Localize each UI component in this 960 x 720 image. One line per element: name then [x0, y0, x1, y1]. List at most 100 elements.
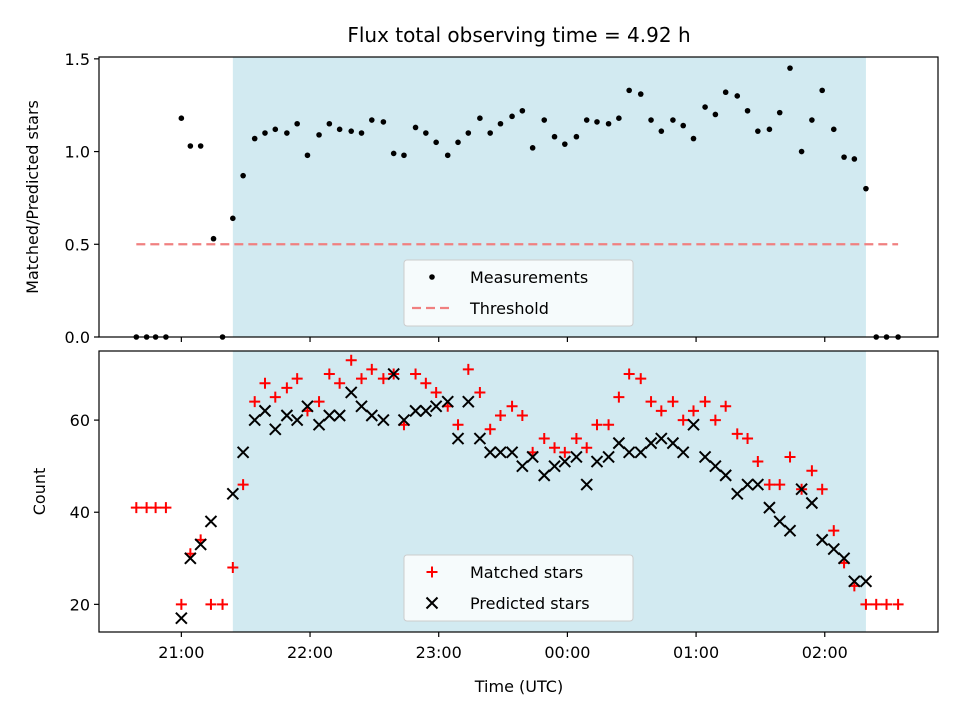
predicted-star-point [236, 446, 250, 459]
matched-star-point [334, 377, 346, 389]
measurement-point [519, 107, 526, 114]
matched-star-point [538, 433, 550, 445]
measurement-point [423, 130, 429, 136]
matched-star-point [828, 525, 840, 537]
matched-star-point [259, 377, 271, 389]
predicted-star-point [323, 409, 336, 422]
matched-star-point [892, 598, 904, 610]
predicted-star-point [570, 450, 583, 464]
measurement-point [348, 128, 355, 134]
ratio-y-tick-label: 0.5 [65, 235, 90, 254]
predicted-star-point [805, 496, 819, 510]
predicted-star-point [269, 423, 282, 436]
matched-star-point [549, 442, 561, 454]
chart-title: Flux total observing time = 4.92 h [347, 23, 690, 47]
measurement-point [766, 126, 773, 133]
predicted-star-point [194, 538, 207, 551]
matched-star-point [227, 562, 239, 574]
predicted-star-point [301, 400, 314, 413]
predicted-star-point [290, 413, 304, 427]
measurement-point [798, 148, 805, 155]
predicted-star-point [719, 469, 732, 482]
predicted-star-point [848, 575, 861, 588]
measurement-point [412, 124, 419, 131]
predicted-star-point [558, 455, 572, 468]
measurement-point [776, 109, 783, 116]
count-x-tick-label: 23:00 [416, 643, 462, 662]
measurement-point [594, 119, 600, 125]
predicted-star-point [837, 552, 851, 565]
measurement-point [316, 132, 322, 138]
measurement-point [863, 185, 869, 192]
measurement-point [304, 152, 311, 159]
measurement-point [326, 120, 333, 127]
ratio-axes-frame [98, 56, 939, 338]
measurement-point [262, 130, 268, 136]
measurement-point [465, 130, 472, 136]
matched-star-point [430, 386, 442, 398]
count-x-tick-label: 02:00 [802, 643, 848, 662]
predicted-star-point [462, 395, 475, 408]
legend-box [403, 554, 634, 622]
measurement-point [509, 113, 515, 120]
measurement-point [690, 135, 697, 142]
predicted-star-point [859, 575, 873, 588]
count-x-tick-label: 21:00 [158, 643, 204, 662]
legend-entry-label: Threshold [469, 299, 549, 318]
matched-star-point [474, 386, 486, 398]
measurement-point [658, 128, 665, 134]
matched-star-point [205, 598, 217, 610]
predicted-star-point [365, 409, 379, 422]
predicted-star-point [184, 552, 197, 565]
measurement-point [680, 122, 687, 129]
predicted-star-point [538, 469, 551, 482]
matched-star-point [870, 598, 882, 610]
matched-star-point [731, 428, 743, 440]
measurement-point [529, 145, 536, 151]
measurement-point [841, 154, 847, 160]
predicted-star-point [526, 450, 539, 464]
predicted-star-point [815, 533, 829, 547]
measurement-point [210, 235, 217, 242]
matched-star-point [570, 433, 582, 445]
legend-box [403, 259, 634, 327]
measurement-point [455, 139, 461, 146]
measurement-point [272, 126, 279, 133]
predicted-star-point [494, 446, 507, 459]
matched-star-point [667, 396, 679, 408]
predicted-star-point [258, 404, 272, 418]
measurement-point [240, 172, 246, 179]
measurement-point [744, 107, 751, 114]
predicted-star-point [312, 418, 326, 431]
count-panel: 20 40 60 21:00 22:00 23:00 00:00 01:00 02:00 Coun… [30, 350, 939, 662]
predicted-star-point [612, 436, 626, 450]
legend-entry-label: Measurements [470, 268, 588, 287]
predicted-star-point [634, 446, 647, 459]
predicted-star-point [709, 459, 722, 473]
matched-star-point [613, 391, 625, 403]
matched-star-point [688, 405, 700, 417]
measurement-point [551, 133, 558, 140]
matched-star-point [345, 354, 357, 366]
count-axes-frame [98, 350, 939, 633]
matched-star-point [806, 465, 818, 477]
predicted-star-point [377, 413, 390, 427]
measurement-point [284, 130, 290, 136]
measurement-point [755, 128, 761, 134]
matched-star-point [635, 373, 647, 385]
predicted-star-point [795, 482, 808, 496]
ratio-y-tick-label: 1.5 [65, 50, 90, 69]
matched-star-point [720, 400, 732, 412]
matched-star-point [410, 368, 422, 380]
matched-star-point [581, 442, 593, 454]
predicted-star-point [280, 409, 294, 422]
predicted-star-point [698, 450, 712, 464]
matched-star-point [774, 479, 786, 491]
predicted-star-point [226, 487, 240, 501]
measurement-point [648, 117, 654, 123]
measurement-point [626, 87, 632, 94]
predicted-star-point [827, 542, 840, 556]
measurement-point [390, 150, 397, 157]
predicted-star-point [441, 395, 454, 408]
measurement-point [809, 117, 815, 123]
